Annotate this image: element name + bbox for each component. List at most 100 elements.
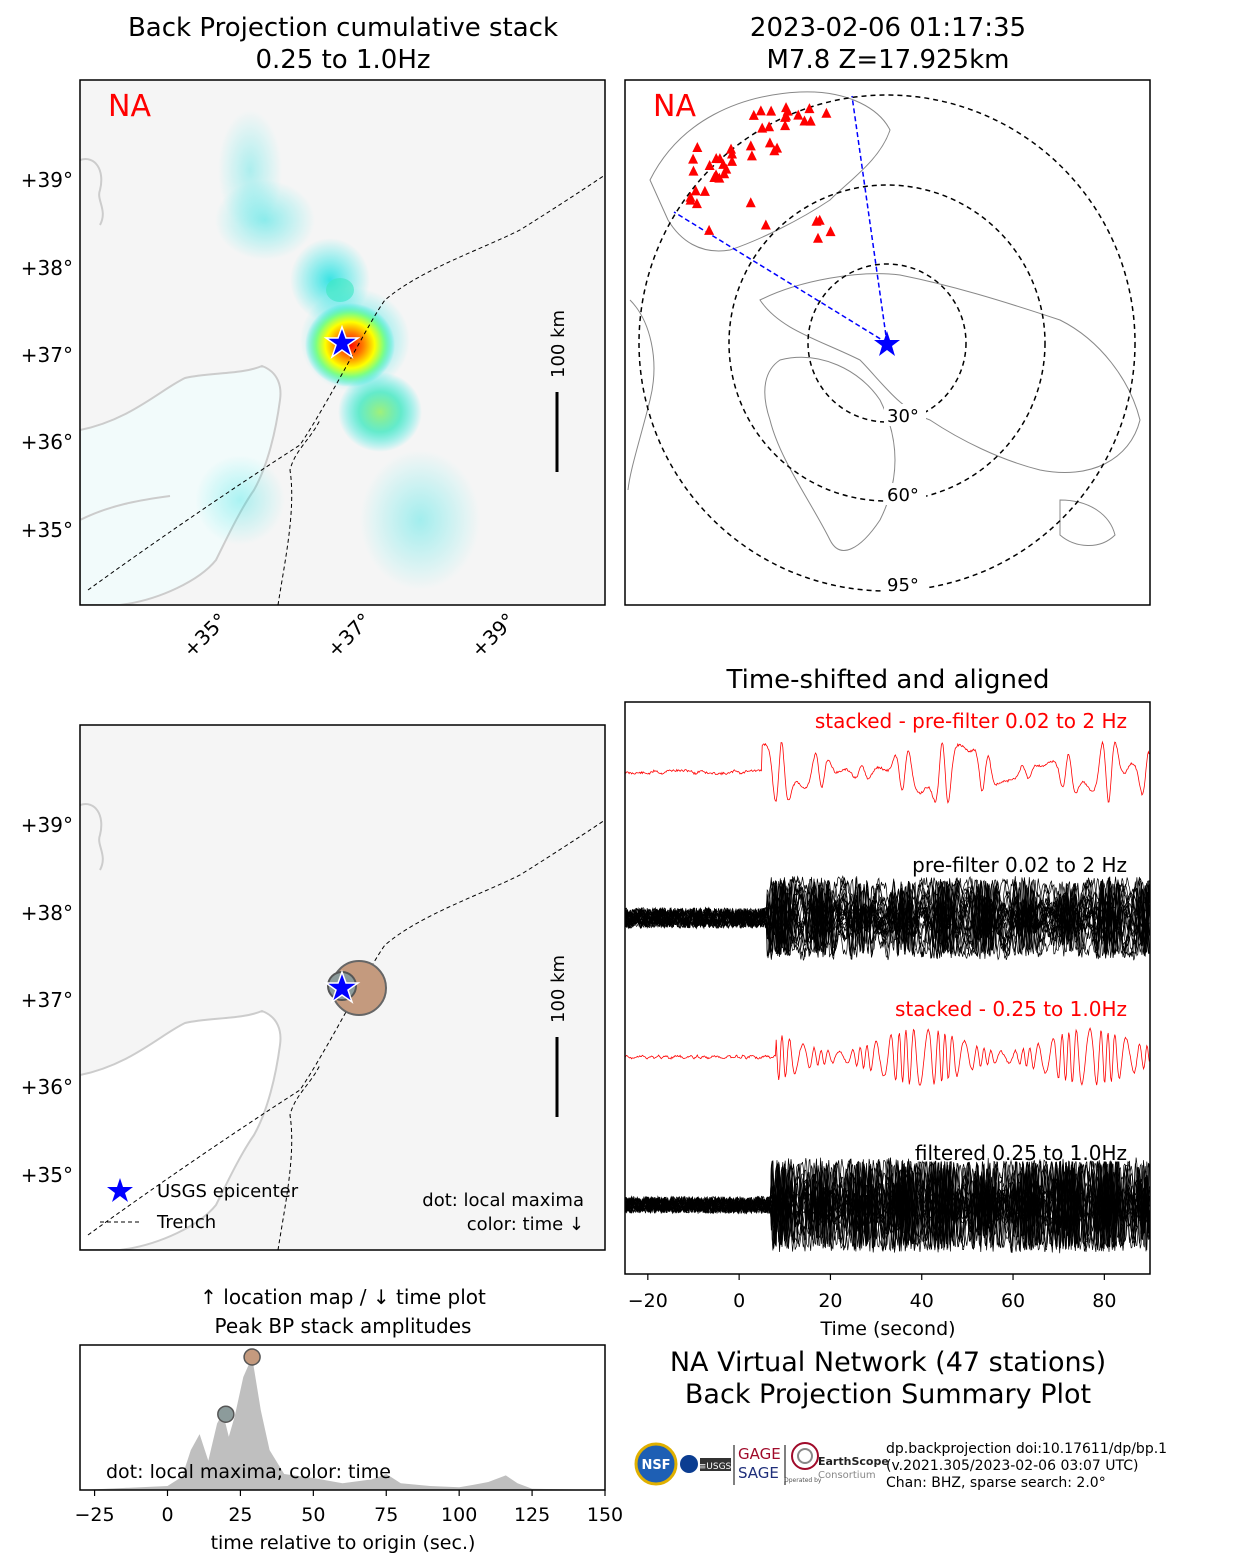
epicenter-star [874,331,900,356]
station-marker [757,122,768,133]
waveform-x-tick-label: 40 [910,1290,934,1312]
waveform-trace [625,877,1150,961]
backprojection-network-tag: NA [108,89,151,124]
legend-star-icon [107,1178,133,1202]
landmass-north-america [649,91,891,252]
backprojection-y-tick: +35° [21,518,73,542]
waveform-label-filtered: filtered 0.25 to 1.0Hz [915,1141,1127,1165]
station-marker [692,142,703,153]
station-marker [745,197,756,208]
earthscope-logo-mark-inner [797,1448,813,1464]
station-marker [781,102,792,113]
waveform-trace [625,740,1150,804]
scale-bar-label: 100 km [548,310,569,378]
footer-line2: (v.2021.305/2023-02-06 03:07 UTC) [886,1458,1138,1474]
scale-bar-label: 100 km [548,955,569,1023]
world-map [627,91,1141,592]
event-title-line2: M7.8 Z=17.925km [766,45,1009,75]
legend-epicenter-label: USGS epicenter [157,1181,299,1202]
station-marker [688,165,699,176]
waveform-label-stacked-filtered: stacked - 0.25 to 1.0Hz [895,997,1127,1021]
backprojection-frame [79,79,606,606]
coastline-west [80,364,282,605]
station-marker [727,148,738,159]
time-plot-x-tick-label: 100 [441,1504,477,1526]
ring-label-bg [884,573,926,595]
heatmap-blob-north2 [215,180,315,260]
nsf-logo: NSF [634,1442,678,1486]
station-marker [704,160,715,171]
coastline-north [80,803,104,871]
ring-label-95: 95° [887,575,919,596]
landmass-eurasia [759,273,1141,474]
summary-block: NA Virtual Network (47 stations) Back Pr… [670,1347,1167,1491]
landmass-africa [764,356,896,551]
station-marker [825,226,836,237]
waveform-trace [625,1157,1150,1251]
station-marker [799,115,810,126]
waveform-x-tick-label: 0 [733,1290,745,1312]
backprojection-y-tick: +38° [21,256,73,280]
station-marker [745,140,756,151]
peak-map-y-tick: +38° [21,901,73,925]
peak-location-panel: +39° +38° +37° +36° +35° 100 km USGS epi… [21,724,606,1338]
footer-line1: dp.backprojection doi:10.17611/dp/bp.1 [886,1441,1167,1457]
station-map-panel: 2023-02-06 01:17:35 M7.8 Z=17.925km NA 3… [624,13,1151,606]
station-marker [685,194,696,205]
station-marker [699,185,710,196]
usgs-logo [700,1458,731,1471]
coastline-west [80,1009,282,1250]
time-plot-x-tick-label: 150 [587,1504,623,1526]
station-marker [718,158,729,169]
coastline-island [80,495,171,521]
operated-by-text: Operated by [784,1477,822,1484]
earthscope-logo-text: EarthScope [818,1455,889,1468]
station-marker [821,107,832,118]
waveform-panel: Time-shifted and aligned stacked - pre-f… [624,665,1151,1340]
station-marker [691,198,702,209]
time-plot-x-tick-label: 50 [301,1504,325,1526]
logo-strip: NSF ≡USGS GAGE SAGE EarthScope Consortiu… [634,1442,889,1486]
time-plot-x-tick-label: −25 [75,1504,115,1526]
waveform-x-ticks: −20 0 20 40 60 80 [628,1274,1116,1312]
peak-map-frame [79,724,606,1251]
time-plot-frame [79,1344,606,1491]
backprojection-x-tick: +37° [322,608,376,662]
station-marker [704,224,715,235]
epicenter-star [323,969,361,1004]
heatmap-blob-south [360,450,480,590]
footer-line3: Chan: BHZ, sparse search: 2.0° [886,1475,1106,1491]
ring-label-bg [884,404,926,426]
azimuth-line-north [851,95,888,344]
time-plot-dot [217,1405,235,1423]
trench-line-south [277,1064,321,1250]
station-marker [813,232,824,243]
ring-label-bg [884,483,926,505]
legend-trench-label: Trench [156,1212,216,1233]
time-plot-dots [217,1348,261,1423]
sage-logo-text: SAGE [738,1464,779,1482]
time-plot-x-tick-label: 125 [514,1504,550,1526]
event-title-line1: 2023-02-06 01:17:35 [750,13,1026,43]
waveform-frame [624,701,1151,1275]
station-marker [755,105,766,116]
time-plot-note: dot: local maxima; color: time [106,1461,391,1483]
waveform-title: Time-shifted and aligned [726,665,1050,695]
backprojection-x-tick: +39° [466,608,520,662]
backprojection-y-tick: +37° [21,343,73,367]
time-plot-x-tick-label: 25 [228,1504,252,1526]
station-marker [690,185,701,196]
time-plot-x-tick-label: 75 [374,1504,398,1526]
peak-map-y-tick: +39° [21,813,73,837]
station-marker [719,168,730,179]
landmass-australia [1059,499,1116,546]
distance-ring-30 [807,263,967,423]
station-marker [772,142,783,153]
station-marker [711,152,722,163]
ring-label-60: 60° [887,485,919,506]
waveform-label-prefilter: pre-filter 0.02 to 2 Hz [912,853,1127,877]
station-marker [760,219,771,230]
epicenter-star [323,324,361,359]
peak-map-note-line1: dot: local maxima [422,1190,584,1211]
